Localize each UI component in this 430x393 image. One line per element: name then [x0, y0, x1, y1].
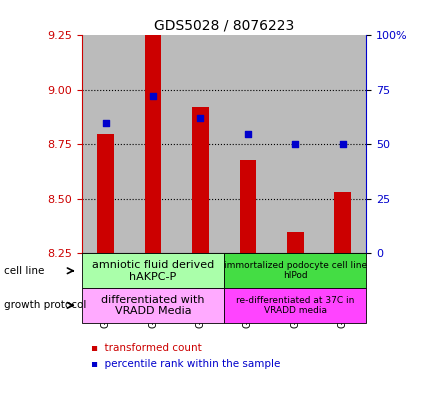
Text: growth protocol: growth protocol: [4, 300, 86, 310]
Point: [102, 119, 109, 126]
Text: cell line: cell line: [4, 266, 45, 276]
Text: ▪  percentile rank within the sample: ▪ percentile rank within the sample: [90, 359, 279, 369]
Bar: [144, 35, 161, 253]
Bar: [334, 193, 350, 253]
Text: ▪  transformed count: ▪ transformed count: [90, 343, 201, 353]
Bar: [97, 134, 114, 253]
Point: [149, 93, 156, 99]
Text: amniotic fluid derived
hAKPC-P: amniotic fluid derived hAKPC-P: [92, 260, 214, 281]
Text: differentiated with
VRADD Media: differentiated with VRADD Media: [101, 295, 204, 316]
Point: [197, 115, 203, 121]
Point: [244, 130, 251, 137]
Title: GDS5028 / 8076223: GDS5028 / 8076223: [154, 19, 294, 33]
Text: immortalized podocyte cell line
hIPod: immortalized podocyte cell line hIPod: [223, 261, 366, 281]
Bar: [286, 232, 303, 253]
Bar: [239, 160, 255, 253]
Point: [338, 141, 345, 147]
Bar: [192, 107, 208, 253]
Point: [291, 141, 298, 147]
Text: re-differentiated at 37C in
VRADD media: re-differentiated at 37C in VRADD media: [236, 296, 353, 315]
